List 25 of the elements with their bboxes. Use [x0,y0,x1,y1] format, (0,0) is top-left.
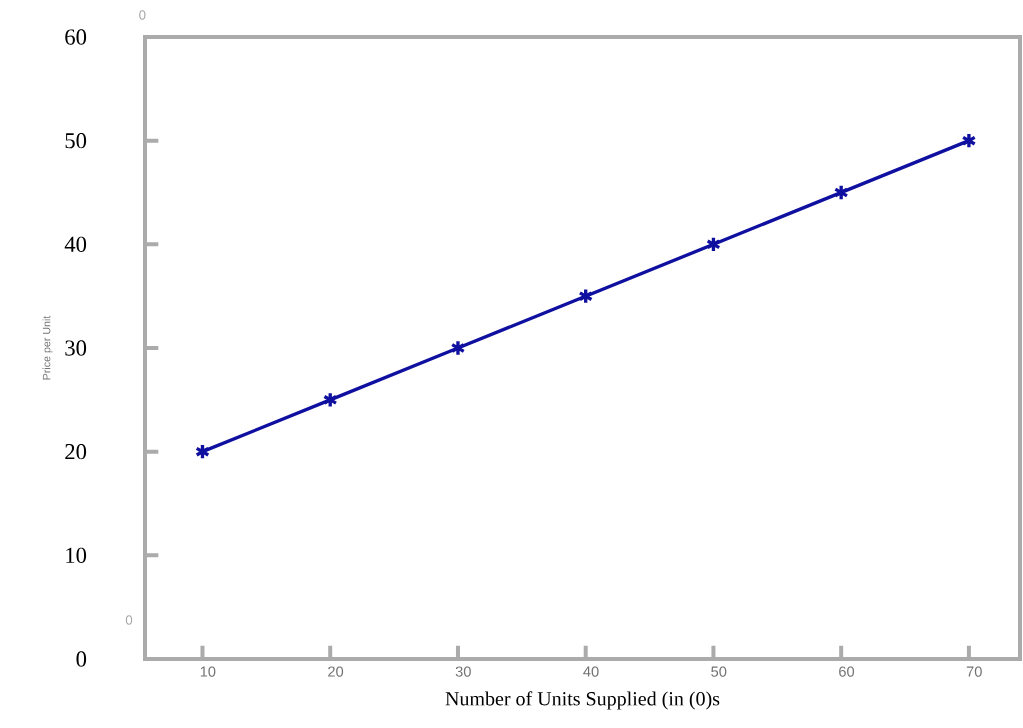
y-axis-title: Price per Unit [42,315,53,380]
x-tick-label: 60 [839,666,855,677]
x-tick-label: 10 [200,666,216,677]
x-tick-label: 20 [328,666,344,677]
point [195,443,210,460]
text: 0 [139,10,146,20]
y-tick-label: 0 [76,651,87,667]
y-tick-label: 60 [65,29,87,45]
x-tick-label: 40 [583,666,599,677]
text: 0 [125,615,133,625]
x-tick-label: 30 [455,666,471,677]
x-axis-title: Number of Units Supplied (in (0)s [445,691,720,710]
y-tick-label: 30 [65,340,87,356]
y-tick-label: 10 [66,547,87,563]
point [578,287,594,305]
point [450,339,466,357]
y-tick-label: 20 [65,444,87,460]
y-tick-label: 40 [64,236,87,252]
point [322,391,338,409]
x-tick-label: 70 [966,666,982,677]
point [961,132,977,149]
x-tick-label: 50 [711,666,727,677]
point [705,235,721,253]
y-tick-label: 50 [65,133,87,149]
point [833,184,849,201]
